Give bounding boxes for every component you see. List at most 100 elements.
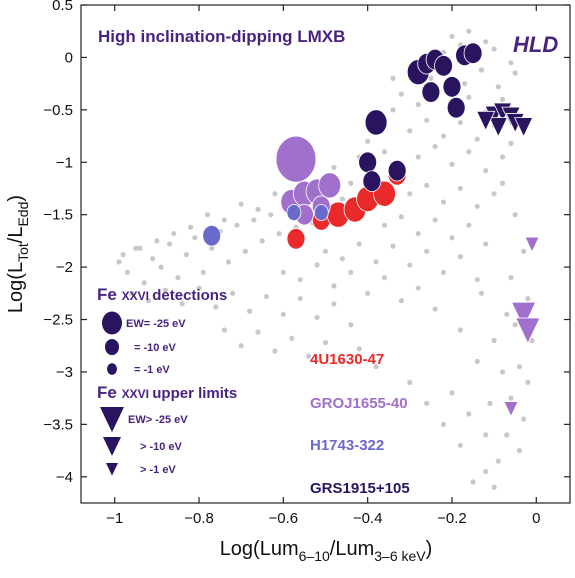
background-point — [491, 337, 497, 344]
detection-point — [364, 109, 388, 136]
background-point — [432, 306, 438, 312]
background-point — [251, 217, 257, 223]
background-point — [221, 327, 227, 333]
background-point — [432, 217, 438, 223]
y-tick-label: −3 — [56, 364, 73, 381]
legend-upper-marker — [106, 463, 118, 476]
background-point — [449, 390, 455, 396]
background-point — [225, 259, 232, 265]
background-point — [390, 75, 396, 81]
background-point — [263, 293, 270, 300]
background-point — [356, 346, 362, 352]
y-tick-label: −2.5 — [43, 312, 73, 329]
background-point — [314, 262, 320, 268]
axes: −1 −0.8 −0.6 −0.4 −0.2 0 0.5 0 −0.5 −1 −1.5 −2 −2.5 −… — [43, 0, 570, 527]
background-point — [457, 442, 463, 448]
background-point — [462, 81, 468, 87]
background-point — [124, 269, 130, 275]
legend-detection-label: EW= -25 eV — [126, 318, 186, 330]
background-point — [499, 96, 506, 102]
x-tick-label: −1 — [106, 510, 123, 527]
detection-point — [442, 76, 462, 98]
background-point — [381, 149, 388, 155]
background-point — [280, 311, 286, 317]
detection-point — [463, 42, 483, 64]
background-point — [188, 224, 194, 230]
background-point — [521, 416, 527, 422]
background-point — [457, 119, 463, 126]
upper-limit-point — [503, 401, 519, 418]
detection-point — [313, 204, 329, 222]
legend-upper-marker — [103, 437, 121, 456]
detection-point — [286, 204, 302, 222]
background-point — [259, 238, 265, 244]
background-points-layer — [116, 28, 535, 490]
upper-limit-point — [513, 117, 534, 138]
background-point — [297, 277, 303, 283]
background-point — [474, 203, 480, 209]
background-point — [415, 154, 421, 160]
detection-point — [421, 81, 441, 103]
background-point — [512, 212, 518, 218]
background-point — [525, 295, 531, 302]
background-point — [238, 343, 244, 349]
background-point — [504, 311, 510, 317]
background-point — [209, 245, 215, 251]
background-point — [365, 138, 371, 144]
background-point — [466, 94, 472, 100]
markers-layer — [202, 42, 541, 418]
background-point — [440, 199, 447, 205]
background-point — [407, 128, 413, 134]
background-point — [348, 322, 354, 328]
detection-point — [358, 151, 378, 174]
y-tick-label: −1 — [56, 154, 73, 171]
background-point — [133, 245, 139, 251]
background-point — [158, 264, 164, 270]
state-label: HLD — [513, 32, 558, 57]
background-point — [483, 432, 489, 438]
x-tick-label: −0.8 — [184, 510, 214, 527]
background-point — [200, 269, 206, 275]
background-point — [145, 298, 152, 304]
background-point — [432, 143, 438, 150]
background-point — [466, 411, 472, 417]
background-point — [449, 33, 455, 40]
background-point — [440, 269, 447, 275]
background-point — [179, 301, 185, 307]
background-point — [478, 67, 485, 73]
legend-source-grs1915-105: GRS1915+105 — [310, 480, 410, 497]
background-point — [529, 337, 535, 344]
detection-point — [202, 224, 222, 247]
legend-source-4u1630-47: 4U1630-47 — [310, 351, 384, 368]
background-point — [495, 84, 501, 90]
background-point — [339, 256, 345, 262]
upper-limit-point — [476, 110, 496, 132]
legend-upper-label: EW> -25 eV — [128, 414, 188, 426]
background-point — [457, 327, 463, 333]
background-point — [247, 308, 253, 314]
detection-point — [275, 135, 317, 183]
background-point — [508, 140, 514, 146]
background-point — [276, 230, 282, 237]
background-point — [365, 290, 371, 296]
background-point — [331, 164, 337, 171]
chart-title: High inclination-dipping LMXB — [98, 27, 345, 46]
background-point — [440, 421, 447, 427]
background-point — [449, 161, 455, 167]
legend-detection-marker — [105, 338, 119, 356]
background-point — [162, 287, 168, 293]
background-point — [466, 28, 472, 34]
background-point — [272, 191, 278, 197]
background-point — [289, 335, 295, 341]
background-point — [491, 46, 497, 52]
background-point — [373, 259, 379, 265]
legend-detection-label: = -10 eV — [134, 342, 177, 354]
background-point — [297, 295, 303, 302]
background-point — [356, 241, 362, 247]
background-point — [478, 290, 485, 296]
background-point — [255, 206, 261, 213]
y-axis-label: Log(LTot/LEdd) — [5, 195, 31, 313]
background-point — [322, 248, 329, 254]
plot-frame — [80, 4, 571, 504]
background-point — [508, 395, 514, 401]
